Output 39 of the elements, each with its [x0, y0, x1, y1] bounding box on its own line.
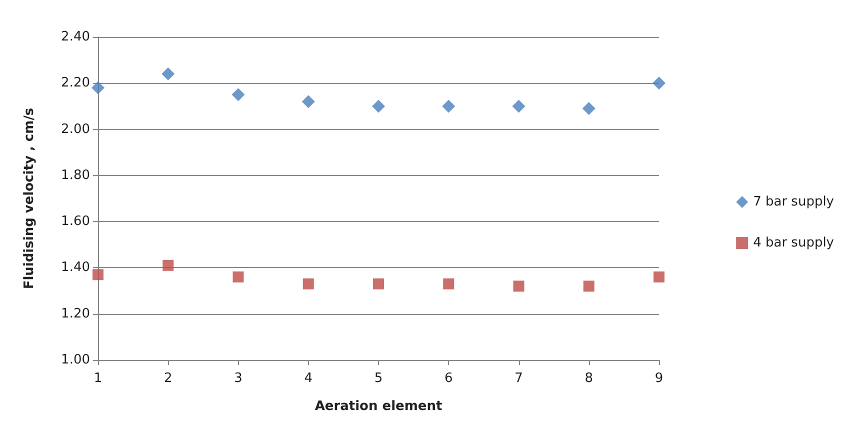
- point: [232, 271, 244, 282]
- point: [583, 280, 594, 292]
- x-tick-label: 1: [94, 371, 102, 386]
- legend-label: 7 bar supply: [753, 194, 834, 210]
- y-tick-label: 1.60: [61, 214, 90, 230]
- y-tick-label: 2.00: [61, 122, 90, 137]
- point: [302, 278, 314, 290]
- point: [443, 278, 454, 290]
- y-tick-label: 1.80: [61, 168, 90, 183]
- x-tick-label: 2: [164, 371, 172, 386]
- x-tick-label: 8: [584, 371, 594, 386]
- x-tick-label: 5: [374, 371, 383, 386]
- point: [92, 81, 104, 94]
- point: [373, 278, 384, 290]
- point: [513, 280, 524, 292]
- point: [512, 100, 526, 113]
- point: [302, 95, 315, 108]
- point: [652, 76, 666, 90]
- x-tick-label: 4: [304, 371, 313, 386]
- y-tick-label: 1.40: [61, 260, 90, 276]
- x-tick-label: 7: [514, 371, 523, 386]
- x-tick-label: 6: [444, 371, 453, 386]
- point: [582, 102, 596, 116]
- legend-label: 4 bar supply: [753, 236, 834, 250]
- point: [442, 100, 456, 113]
- point: [232, 88, 245, 102]
- y-tick-label: 1.20: [61, 306, 90, 322]
- point: [162, 67, 175, 80]
- y-tick-label: 2.40: [61, 30, 90, 44]
- x-axis-title: Aeration element: [314, 399, 442, 414]
- y-axis-title: Fluidising velocity , cm/s: [22, 108, 37, 290]
- y-tick-label: 2.20: [61, 76, 90, 91]
- point: [372, 100, 385, 113]
- y-tick-label: 1.00: [61, 352, 90, 368]
- point: [162, 260, 174, 271]
- point: [92, 269, 104, 280]
- x-tick-label: 9: [654, 371, 664, 386]
- x-tick-label: 3: [234, 371, 242, 386]
- point: [654, 271, 664, 282]
